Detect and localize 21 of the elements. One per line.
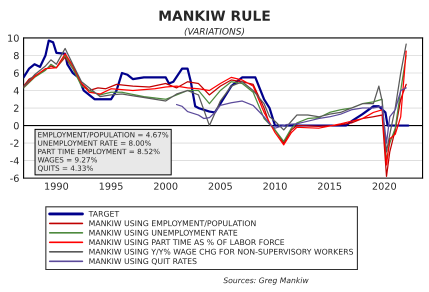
y-tick-label: -2 (10, 140, 18, 147)
x-tick-label: 2005 (208, 182, 232, 190)
y-tick-label: 2 (14, 104, 18, 112)
x-tick-label: 1990 (45, 182, 68, 190)
y-tick-label: 10 (8, 34, 19, 42)
chart-subtitle: (VARIATIONS) (184, 28, 244, 36)
y-tick-label: 6 (14, 69, 19, 77)
y-tick-label: 4 (14, 87, 19, 94)
x-tick-label: 1995 (100, 182, 123, 190)
chart-title: MANKIW RULE (159, 10, 270, 21)
x-tick-label: 2020 (372, 182, 396, 190)
y-tick-label: 8 (14, 52, 19, 60)
x-tick-label: 2000 (154, 182, 178, 190)
y-tick-label: -4 (10, 157, 19, 164)
line-series (24, 43, 407, 152)
line-series (24, 39, 410, 127)
y-tick-label: -6 (10, 174, 19, 182)
line-series (176, 87, 407, 144)
y-tick-label: 0 (14, 122, 19, 130)
x-tick-label: 2015 (318, 182, 342, 190)
x-tick-label: 2010 (263, 182, 287, 190)
